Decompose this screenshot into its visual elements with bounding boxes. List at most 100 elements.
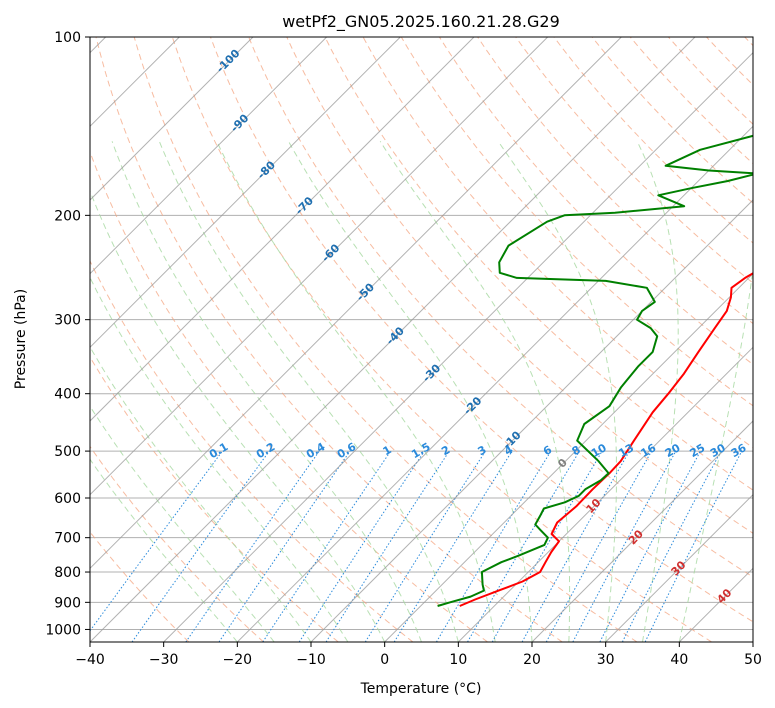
isotherm-label: -20: [461, 394, 484, 417]
x-axis-label: Temperature (°C): [360, 681, 482, 697]
isotherm-line: [310, 199, 753, 642]
y-tick-label: 900: [54, 595, 81, 611]
mixing-ratio-label: 0.1: [207, 440, 230, 461]
x-tick-label: 10: [449, 652, 467, 668]
dry-adiabat-line: [286, 37, 753, 534]
y-tick-label: 400: [54, 387, 81, 403]
mixing-ratio-line: [298, 450, 425, 642]
moist-adiabat-line: [90, 345, 312, 642]
x-tick-label: 50: [744, 652, 762, 668]
mixing-ratio-label: 1.5: [409, 440, 432, 461]
dry-adiabat-line: [90, 150, 488, 642]
mixing-ratio-line: [545, 450, 653, 642]
dry-adiabat-line: [591, 37, 753, 204]
mixing-ratio-line: [572, 450, 677, 642]
y-tick-label: 700: [54, 531, 81, 547]
mixing-ratio-line: [131, 450, 270, 642]
moist-adiabat-line: [90, 405, 275, 642]
dry-adiabat-line: [133, 37, 638, 642]
dewpoint-profile: [437, 134, 753, 607]
mixing-ratio-label: 13: [616, 441, 636, 460]
mixing-ratio-label: 0.6: [335, 440, 359, 461]
x-tick-label: 30: [597, 652, 615, 668]
y-tick-label: 100: [54, 30, 81, 46]
dry-adiabat-line: [706, 37, 753, 86]
y-tick-label: 200: [54, 208, 81, 224]
mixing-ratio-label: 25: [687, 441, 707, 460]
moist-adiabat-line: [678, 265, 753, 642]
mixing-ratio-label: 30: [708, 441, 728, 460]
mixing-ratio-label: 6: [541, 443, 554, 458]
isotherm-line: [163, 51, 753, 642]
dry-adiabat-line: [744, 37, 753, 47]
moist-adiabat-line: [497, 141, 617, 642]
moist-adiabat-line: [379, 141, 571, 642]
dry-adiabat-line: [324, 37, 753, 491]
temperature-profile: [459, 272, 753, 607]
dry-adiabat-line: [210, 37, 753, 623]
x-tick-label: 0: [380, 652, 389, 668]
isotherm-line: [236, 125, 753, 642]
dry-adiabat-line: [171, 37, 712, 642]
mixing-ratio-line: [467, 450, 580, 642]
mixing-ratio-line: [621, 450, 722, 642]
moist-adiabat-line: [636, 141, 679, 642]
plot-frame: [89, 36, 754, 643]
isotherm-line: [90, 37, 696, 642]
dry-adiabat-line: [553, 37, 753, 244]
mixing-ratio-line: [393, 450, 513, 642]
isotherm-line: [90, 37, 622, 570]
y-tick-label: 1000: [45, 622, 81, 638]
mixing-ratio-line: [364, 450, 486, 642]
dry-adiabat-line: [668, 37, 753, 125]
x-tick-label: −30: [149, 652, 179, 668]
x-tick-label: −40: [75, 652, 105, 668]
isotherm-line: [90, 37, 401, 349]
dry-adiabat-line: [95, 37, 563, 642]
dry-adiabat-line: [90, 445, 264, 642]
mixing-ratio-line: [599, 450, 701, 642]
mixing-ratio-line: [185, 450, 320, 642]
moist-adiabat-line: [288, 141, 533, 642]
dry-adiabat-line: [90, 356, 339, 642]
moist-adiabat-line: [216, 141, 496, 642]
isotherm-line: [90, 37, 549, 496]
isotherm-line: [384, 272, 753, 642]
series-layer: [437, 134, 753, 607]
dry-adiabat-line: [90, 259, 414, 642]
mixing-ratio-line: [644, 450, 743, 642]
mixing-ratio-label: 20: [663, 441, 683, 460]
isotherm-label: -80: [255, 158, 278, 181]
x-tick-label: −10: [296, 652, 326, 668]
isotherm-line: [90, 37, 254, 201]
background-lines: [90, 37, 753, 642]
moist-adiabat-line: [111, 141, 422, 642]
y-tick-label: 500: [54, 444, 81, 460]
mixing-ratio-line: [325, 450, 450, 642]
isopleth-labels: -100-90-80-70-60-50-40-30-20-10010203040…: [207, 47, 749, 607]
y-tick-label: 600: [54, 491, 81, 507]
moist-adiabat-line: [90, 276, 349, 642]
mixing-ratio-line: [521, 450, 630, 642]
mixing-ratio-line: [218, 450, 351, 642]
chart-title: wetPf2_GN05.2025.160.21.28.G29: [282, 12, 560, 32]
dry-adiabat-line: [515, 37, 753, 284]
y-tick-label: 800: [54, 565, 81, 581]
x-tick-label: 20: [523, 652, 541, 668]
y-tick-label: 300: [54, 313, 81, 329]
moist-adiabat-line: [158, 141, 459, 642]
mixing-ratio-label: 0.4: [304, 440, 328, 461]
isotherm-label: 10: [584, 496, 604, 516]
isotherm-line: [90, 37, 328, 275]
mixing-ratio-label: 16: [638, 441, 658, 460]
mixing-ratio-line: [435, 450, 552, 642]
mixing-ratio-label: 36: [729, 441, 749, 460]
x-axis: −40 −30 −20 −10 0 10 20 30 40 50: [75, 642, 762, 668]
y-axis-label: Pressure (hPa): [13, 289, 29, 389]
mixing-ratio-label: 10: [589, 441, 609, 460]
isotherm-line: [678, 567, 753, 642]
y-axis: 100 200 300 400 500 600 700 800 900 1000: [45, 30, 90, 638]
dry-adiabat-line: [248, 37, 753, 578]
x-tick-label: 40: [670, 652, 688, 668]
